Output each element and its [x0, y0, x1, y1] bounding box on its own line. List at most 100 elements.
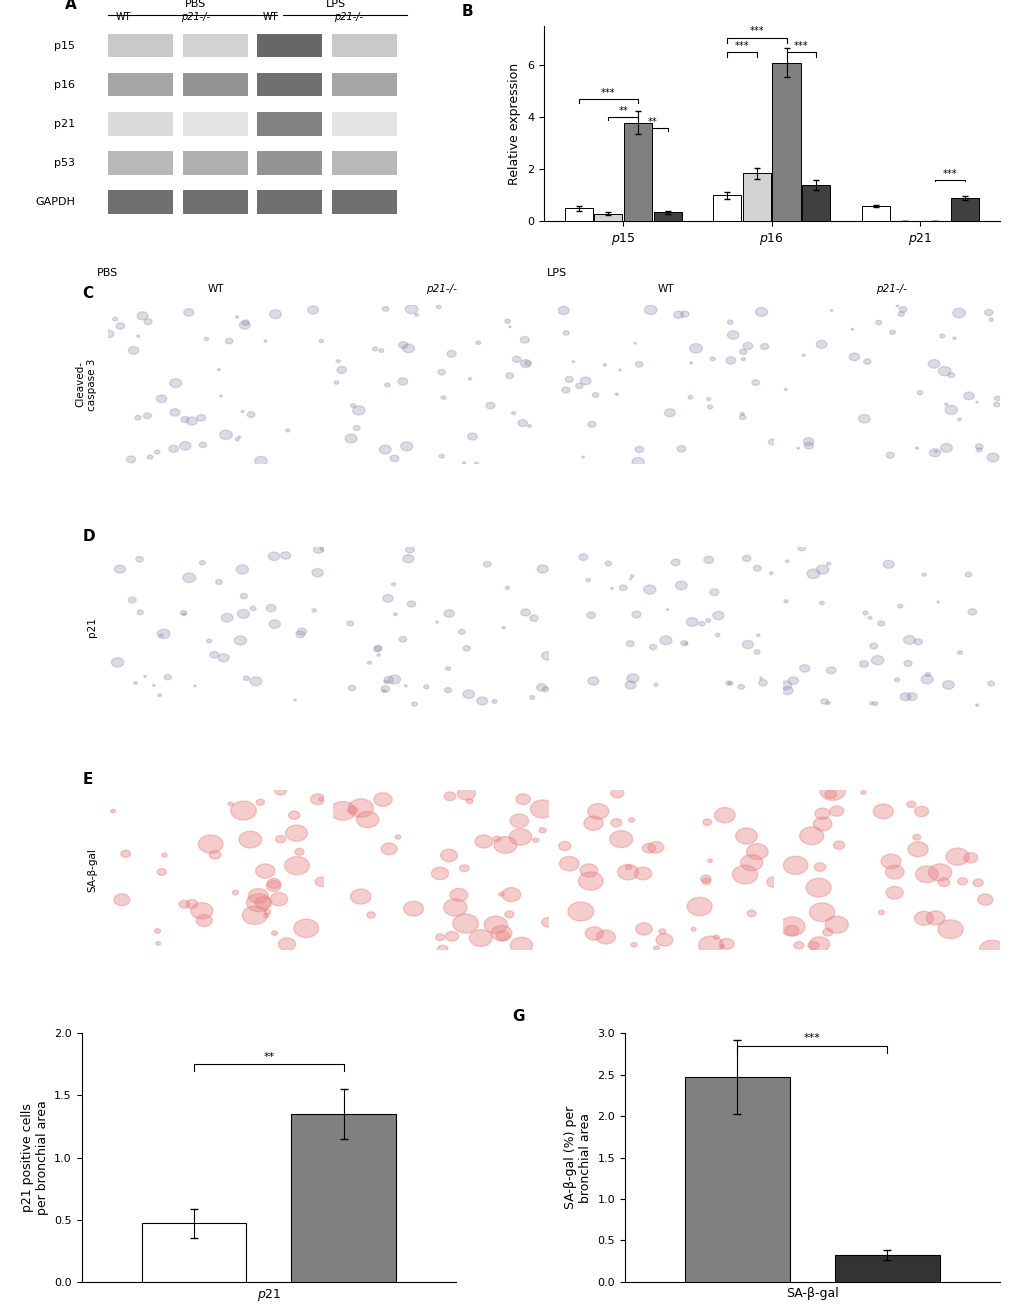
Circle shape: [182, 573, 196, 582]
Circle shape: [463, 689, 474, 698]
Circle shape: [394, 835, 400, 840]
Circle shape: [784, 926, 798, 935]
Text: ***: ***: [942, 170, 956, 179]
Circle shape: [508, 829, 531, 845]
Text: A: A: [65, 0, 77, 13]
X-axis label: $\it{p21}$: $\it{p21}$: [257, 1287, 281, 1303]
Circle shape: [285, 825, 307, 841]
Circle shape: [850, 328, 853, 330]
Circle shape: [619, 585, 627, 591]
Circle shape: [797, 545, 805, 551]
Circle shape: [112, 318, 117, 320]
Circle shape: [940, 443, 952, 453]
Circle shape: [269, 620, 280, 628]
Circle shape: [644, 305, 656, 314]
Circle shape: [147, 455, 153, 459]
Circle shape: [709, 589, 718, 595]
Circle shape: [689, 344, 702, 353]
Circle shape: [144, 675, 146, 678]
Circle shape: [803, 438, 813, 445]
Circle shape: [677, 446, 685, 453]
Circle shape: [491, 925, 512, 940]
Bar: [742, 173, 770, 221]
Circle shape: [232, 891, 238, 895]
Circle shape: [484, 916, 506, 934]
Circle shape: [104, 331, 114, 337]
Circle shape: [916, 391, 922, 395]
Circle shape: [993, 403, 999, 407]
Circle shape: [344, 434, 357, 443]
Circle shape: [516, 794, 530, 804]
Circle shape: [586, 578, 590, 582]
Circle shape: [156, 942, 160, 946]
Circle shape: [525, 361, 530, 365]
Circle shape: [247, 412, 255, 417]
Text: ***: ***: [803, 1033, 820, 1044]
Circle shape: [510, 814, 528, 828]
Circle shape: [250, 607, 256, 611]
Text: PBS: PBS: [184, 0, 206, 9]
Circle shape: [403, 555, 414, 562]
Text: LPS: LPS: [547, 268, 567, 277]
Circle shape: [462, 462, 466, 464]
Circle shape: [135, 416, 141, 420]
Text: WT: WT: [116, 12, 131, 22]
Circle shape: [899, 306, 906, 313]
Bar: [182, 34, 248, 58]
Circle shape: [702, 819, 711, 825]
Circle shape: [859, 661, 868, 667]
Circle shape: [157, 869, 166, 875]
Circle shape: [255, 896, 271, 909]
Circle shape: [390, 455, 398, 462]
Circle shape: [782, 687, 792, 695]
Circle shape: [719, 944, 723, 948]
Circle shape: [957, 419, 960, 421]
Circle shape: [738, 684, 744, 689]
Circle shape: [829, 310, 832, 311]
Circle shape: [512, 412, 516, 415]
Circle shape: [906, 800, 915, 807]
Circle shape: [793, 942, 803, 948]
Circle shape: [604, 561, 610, 566]
Circle shape: [632, 611, 640, 617]
Circle shape: [235, 438, 238, 441]
Circle shape: [942, 680, 954, 689]
Circle shape: [894, 678, 899, 681]
Text: GAPDH: GAPDH: [36, 198, 75, 207]
Circle shape: [825, 667, 836, 674]
Bar: [653, 212, 682, 221]
Circle shape: [585, 927, 603, 940]
Circle shape: [814, 808, 829, 819]
Circle shape: [157, 629, 170, 638]
Circle shape: [270, 892, 287, 906]
Circle shape: [813, 863, 825, 871]
Circle shape: [406, 547, 414, 553]
Circle shape: [256, 863, 274, 878]
Circle shape: [912, 835, 920, 840]
Circle shape: [255, 456, 267, 466]
Circle shape: [726, 357, 735, 364]
Circle shape: [872, 804, 893, 819]
Circle shape: [191, 903, 213, 920]
Circle shape: [655, 934, 673, 946]
Circle shape: [444, 688, 451, 693]
Circle shape: [739, 349, 746, 354]
Circle shape: [466, 799, 473, 803]
Circle shape: [741, 357, 745, 361]
Text: SA-β-gal: SA-β-gal: [87, 849, 97, 892]
Circle shape: [458, 629, 465, 634]
Circle shape: [755, 307, 767, 317]
Circle shape: [435, 934, 444, 940]
Circle shape: [200, 561, 205, 565]
Circle shape: [128, 347, 139, 354]
Circle shape: [209, 850, 221, 859]
Circle shape: [753, 565, 760, 572]
Circle shape: [974, 443, 982, 450]
Circle shape: [237, 436, 240, 438]
Circle shape: [347, 806, 358, 814]
Circle shape: [219, 430, 232, 439]
Circle shape: [815, 565, 828, 574]
Circle shape: [155, 450, 160, 454]
Circle shape: [243, 906, 267, 925]
Circle shape: [468, 378, 471, 379]
